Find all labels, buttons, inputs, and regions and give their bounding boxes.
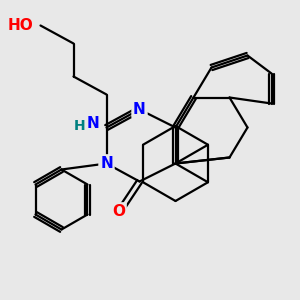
Text: N: N	[87, 116, 99, 130]
Text: O: O	[112, 204, 125, 219]
Text: HO: HO	[7, 18, 33, 33]
Text: H: H	[74, 119, 85, 133]
Text: N: N	[133, 102, 146, 117]
Text: N: N	[100, 156, 113, 171]
